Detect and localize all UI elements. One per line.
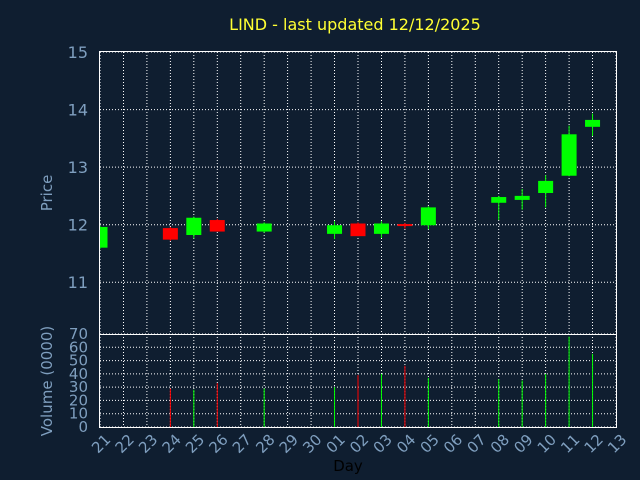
volume-panel-frame	[99, 334, 617, 428]
price-y-tick-label: 11	[68, 273, 88, 292]
candle	[561, 125, 577, 177]
x-tick-label: 05	[417, 431, 443, 457]
candle-body	[162, 228, 178, 240]
candle	[209, 218, 225, 232]
x-tick-label: 04	[393, 431, 419, 457]
volume-y-tick-label: 30	[69, 378, 88, 396]
x-tick-label: 22	[112, 431, 138, 457]
candle-body	[350, 223, 366, 237]
candle-body	[420, 207, 436, 226]
x-tick-label: 06	[440, 431, 466, 457]
candle-body	[514, 195, 530, 200]
candle	[350, 222, 366, 237]
candle-body	[373, 223, 389, 234]
x-tick-label: 10	[534, 431, 560, 457]
candle-body	[186, 217, 202, 236]
volume-y-tick-label: 50	[69, 352, 88, 370]
candle	[99, 225, 108, 249]
candle	[256, 222, 272, 233]
x-tick-label: 09	[510, 431, 536, 457]
x-tick-label: 01	[323, 431, 349, 457]
candle	[186, 216, 202, 239]
candle	[162, 226, 178, 241]
x-tick-label: 28	[252, 431, 278, 457]
volume-y-tick-label: 40	[69, 365, 88, 383]
candle	[327, 221, 343, 240]
x-tick-label: 08	[487, 431, 513, 457]
candle-body	[397, 224, 413, 227]
volume-y-tick-label: 70	[69, 325, 88, 343]
candle-body	[491, 197, 507, 203]
candle-body	[561, 134, 577, 176]
volume-y-tick-label: 60	[69, 338, 88, 356]
candle-body	[585, 119, 601, 127]
candle-body	[327, 225, 343, 234]
x-tick-label: 23	[135, 431, 161, 457]
x-tick-label: 26	[205, 431, 231, 457]
price-axis-label: Price	[38, 175, 56, 212]
x-tick-label: 13	[604, 431, 630, 457]
volume-y-tick-label: 10	[69, 405, 88, 423]
candle-body	[209, 220, 225, 232]
x-tick-label: 30	[299, 431, 325, 457]
candle-body	[256, 223, 272, 232]
price-y-tick-label: 15	[68, 43, 88, 62]
x-tick-label: 07	[463, 431, 489, 457]
candle-body	[538, 180, 554, 193]
x-tick-label: 02	[346, 431, 372, 457]
volume-bars	[169, 336, 594, 427]
volume-y-tick-label: 0	[78, 418, 88, 436]
candle	[585, 113, 601, 137]
x-tick-label: 25	[182, 431, 208, 457]
x-tick-label: 27	[229, 431, 255, 457]
candle	[397, 222, 413, 229]
price-y-tick-label: 13	[68, 158, 88, 177]
price-y-axis: 11 12 13 14 15	[68, 43, 88, 292]
chart-title: LIND - last updated 12/12/2025	[229, 15, 481, 34]
x-tick-label: 24	[159, 431, 185, 457]
x-tick-label: 29	[276, 431, 302, 457]
candle	[538, 175, 554, 208]
candle	[420, 206, 436, 230]
price-candles	[99, 113, 601, 249]
x-tick-label: 12	[581, 431, 607, 457]
x-axis-ticks: 2122232425262728293001020304050607080910…	[88, 431, 630, 457]
candle-body	[100, 226, 108, 248]
x-tick-label: 21	[88, 431, 114, 457]
x-axis-label: Day	[333, 457, 363, 475]
candle	[514, 188, 530, 210]
price-y-tick-label: 14	[68, 101, 88, 120]
price-y-tick-label: 12	[68, 216, 88, 235]
x-tick-label: 11	[557, 431, 583, 457]
volume-axis-label: Volume (0000)	[38, 326, 56, 436]
candle	[491, 195, 507, 221]
volume-y-tick-label: 20	[69, 391, 88, 409]
candle	[373, 221, 389, 238]
x-tick-label: 03	[370, 431, 396, 457]
